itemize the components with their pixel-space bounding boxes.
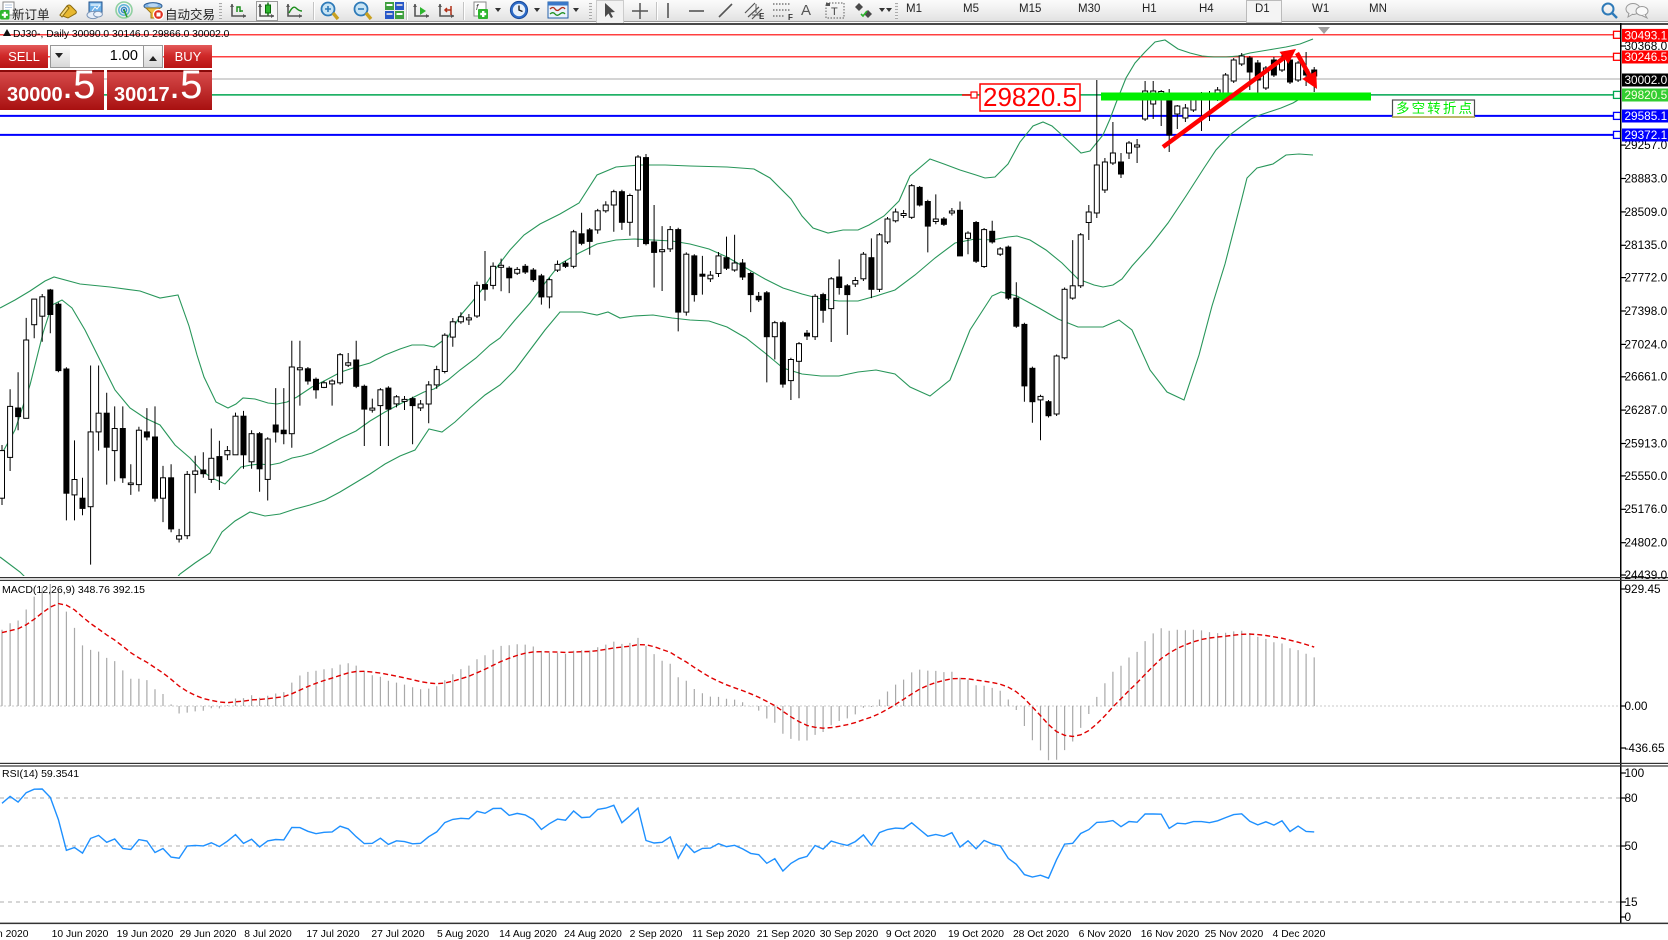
svg-text:28509.0: 28509.0 (1625, 205, 1668, 219)
svg-text:25550.0: 25550.0 (1625, 469, 1668, 483)
svg-text:5 Aug 2020: 5 Aug 2020 (437, 929, 489, 940)
svg-text:29 Jun 2020: 29 Jun 2020 (180, 929, 237, 940)
svg-text:25176.0: 25176.0 (1625, 502, 1668, 516)
svg-text:26661.0: 26661.0 (1625, 370, 1668, 384)
svg-text:25 Nov 2020: 25 Nov 2020 (1205, 929, 1264, 940)
svg-text:29372.1: 29372.1 (1625, 128, 1668, 142)
svg-text:11 Sep 2020: 11 Sep 2020 (692, 929, 750, 940)
svg-text:100: 100 (1625, 766, 1645, 780)
svg-text:10 Jun 2020: 10 Jun 2020 (52, 929, 109, 940)
svg-text:30 Sep 2020: 30 Sep 2020 (820, 929, 879, 940)
svg-text:4 Dec 2020: 4 Dec 2020 (1273, 929, 1326, 940)
svg-text:28 Oct 2020: 28 Oct 2020 (1013, 929, 1069, 940)
svg-text:14 Aug 2020: 14 Aug 2020 (499, 929, 557, 940)
svg-text:0: 0 (1625, 910, 1632, 924)
svg-text:RSI(14) 59.3541: RSI(14) 59.3541 (2, 768, 79, 780)
svg-text:DJ30-, Daily 30090.0 30146.0: DJ30-, Daily 30090.0 30146.0 29866.0 300… (13, 29, 230, 40)
svg-text:19 Jun 2020: 19 Jun 2020 (117, 929, 174, 940)
svg-text:25913.0: 25913.0 (1625, 436, 1668, 450)
svg-text:9 Oct 2020: 9 Oct 2020 (886, 929, 937, 940)
svg-text:21 Sep 2020: 21 Sep 2020 (757, 929, 816, 940)
svg-text:30493.1: 30493.1 (1625, 29, 1668, 43)
svg-text:24439.0: 24439.0 (1625, 568, 1668, 582)
svg-text:24802.0: 24802.0 (1625, 536, 1668, 550)
svg-text:T: T (831, 6, 838, 18)
svg-text:27772.0: 27772.0 (1625, 271, 1668, 285)
svg-text:1 Jun 2020: 1 Jun 2020 (0, 929, 29, 940)
svg-text:28135.0: 28135.0 (1625, 238, 1668, 252)
svg-text:f: f (476, 3, 479, 12)
svg-text:MACD(12,26,9) 348.76 392.15: MACD(12,26,9) 348.76 392.15 (2, 584, 145, 596)
svg-text:30368.0: 30368.0 (1625, 39, 1668, 53)
svg-text:8 Jul 2020: 8 Jul 2020 (244, 929, 292, 940)
svg-text:29585.1: 29585.1 (1625, 109, 1668, 123)
svg-text:30002.0: 30002.0 (1625, 73, 1668, 87)
svg-text:F: F (788, 13, 793, 21)
svg-text:19 Oct 2020: 19 Oct 2020 (948, 929, 1004, 940)
svg-text:2 Sep 2020: 2 Sep 2020 (630, 929, 683, 940)
svg-text:0.00: 0.00 (1625, 699, 1648, 713)
svg-text:27024.0: 27024.0 (1625, 337, 1668, 351)
svg-text:27398.0: 27398.0 (1625, 304, 1668, 318)
svg-text:多空转折点: 多空转折点 (1396, 100, 1472, 116)
svg-text:16 Nov 2020: 16 Nov 2020 (1141, 929, 1200, 940)
svg-text:29820.5: 29820.5 (983, 82, 1077, 112)
svg-text:27 Jul 2020: 27 Jul 2020 (371, 929, 425, 940)
svg-text:50: 50 (1625, 839, 1639, 853)
svg-text:28883.0: 28883.0 (1625, 171, 1668, 185)
svg-text:15: 15 (1625, 895, 1639, 909)
svg-text:26287.0: 26287.0 (1625, 403, 1668, 417)
svg-text:80: 80 (1625, 791, 1639, 805)
svg-text:29820.5: 29820.5 (1625, 88, 1668, 102)
svg-text:17 Jul 2020: 17 Jul 2020 (306, 929, 360, 940)
svg-text:6 Nov 2020: 6 Nov 2020 (1079, 929, 1132, 940)
svg-text:24 Aug 2020: 24 Aug 2020 (564, 929, 622, 940)
svg-text:929.45: 929.45 (1625, 582, 1662, 596)
svg-text:-436.65: -436.65 (1625, 741, 1665, 755)
svg-text:30246.5: 30246.5 (1625, 50, 1668, 64)
svg-text:E: E (759, 12, 765, 21)
